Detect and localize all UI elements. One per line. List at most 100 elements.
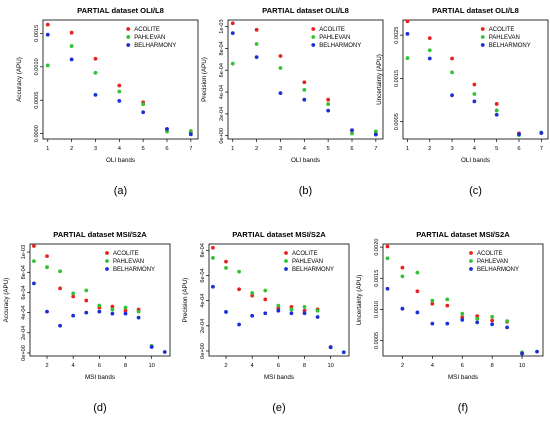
data-point-acolite xyxy=(263,297,268,302)
legend-label: ACOLITE xyxy=(319,27,345,33)
x-axis-label: OLI bands xyxy=(461,157,490,164)
legend-label: ACOLITE xyxy=(292,251,318,257)
data-point-acolite xyxy=(302,80,307,85)
data-point-acolite xyxy=(117,83,122,88)
data-point-acolite xyxy=(400,265,405,270)
data-point-pahlevan xyxy=(211,255,215,260)
x-tick-label: 10 xyxy=(519,363,525,369)
y-tick-label: 8e-04 xyxy=(21,265,27,279)
legend-marker-pahlevan xyxy=(469,259,473,263)
x-tick-label: 2 xyxy=(428,146,431,152)
x-tick-label: 6 xyxy=(461,363,464,369)
y-axis-label: Precision (APU) xyxy=(201,57,208,102)
chart-title: PARTIAL dataset MSI/S2A xyxy=(416,230,510,239)
y-tick-label: 0e+00 xyxy=(21,345,27,361)
data-point-pahlevan xyxy=(350,131,354,136)
y-tick-label: 2e-04 xyxy=(200,319,206,333)
panel-caption: (e) xyxy=(272,402,285,414)
data-point-acolite xyxy=(84,298,89,303)
y-tick-label: 0e+00 xyxy=(200,343,206,359)
data-point-acolite xyxy=(427,36,432,41)
data-point-belharmony xyxy=(123,311,128,316)
y-tick-label: 1e-03 xyxy=(219,19,225,33)
data-point-belharmony xyxy=(45,309,49,314)
data-point-belharmony xyxy=(188,132,193,137)
data-point-belharmony xyxy=(341,350,346,355)
data-point-pahlevan xyxy=(250,291,255,295)
data-point-pahlevan xyxy=(494,108,499,113)
data-point-pahlevan xyxy=(302,305,307,309)
plot-frame xyxy=(402,19,549,140)
x-tick-label: 8 xyxy=(124,363,127,369)
y-tick-label: 0.0020 xyxy=(374,239,380,256)
x-tick-label: 3 xyxy=(279,146,282,152)
data-point-pahlevan xyxy=(450,70,454,75)
data-point-acolite xyxy=(445,303,450,308)
chart-title: PARTIAL dataset OLI/L8 xyxy=(432,6,519,15)
data-point-pahlevan xyxy=(117,89,122,94)
data-point-pahlevan xyxy=(302,87,307,92)
plot-frame xyxy=(208,243,350,357)
x-tick-label: 10 xyxy=(327,363,333,369)
data-point-belharmony xyxy=(472,99,477,104)
y-tick-label: 8e-04 xyxy=(200,243,206,257)
data-point-pahlevan xyxy=(45,63,50,68)
data-point-belharmony xyxy=(430,321,435,326)
legend-marker-belharmony xyxy=(311,43,316,47)
data-point-belharmony xyxy=(278,91,283,96)
y-tick-label: 6e-04 xyxy=(219,63,225,77)
x-tick-label: 1 xyxy=(231,146,234,152)
data-point-belharmony xyxy=(230,31,235,36)
legend-marker-belharmony xyxy=(284,267,288,271)
x-tick-label: 10 xyxy=(148,363,154,369)
legend-marker-acolite xyxy=(105,251,109,255)
y-axis-label: Uncertainty (APU) xyxy=(356,275,363,326)
data-point-pahlevan xyxy=(58,269,62,274)
panel-caption: (d) xyxy=(93,402,106,414)
x-tick-label: 3 xyxy=(94,146,97,152)
x-tick-label: 6 xyxy=(165,146,168,152)
chart-title: PARTIAL dataset OLI/L8 xyxy=(262,6,349,15)
y-axis-label: Uncertainty (APU) xyxy=(376,54,383,105)
data-point-acolite xyxy=(69,30,74,35)
data-point-acolite xyxy=(278,54,283,58)
data-point-belharmony xyxy=(254,55,259,60)
data-point-pahlevan xyxy=(505,319,510,324)
data-point-belharmony xyxy=(93,92,98,97)
data-point-acolite xyxy=(237,287,241,292)
data-point-acolite xyxy=(254,27,259,32)
y-tick-label: 0e+00 xyxy=(219,128,225,144)
panel-caption: (f) xyxy=(458,402,468,414)
data-point-acolite xyxy=(415,289,420,294)
x-tick-label: 8 xyxy=(491,363,494,369)
data-point-belharmony xyxy=(520,351,524,356)
legend-marker-acolite xyxy=(126,27,131,31)
x-tick-label: 5 xyxy=(327,146,330,152)
y-tick-label: 2e-04 xyxy=(21,326,27,340)
plot-frame xyxy=(382,243,544,357)
data-point-pahlevan xyxy=(490,314,495,319)
data-point-pahlevan xyxy=(315,308,320,313)
chart-title: PARTIAL dataset MSI/S2A xyxy=(53,230,147,239)
data-point-pahlevan xyxy=(415,270,420,275)
x-tick-label: 7 xyxy=(540,146,543,152)
data-point-belharmony xyxy=(165,127,169,131)
data-point-pahlevan xyxy=(224,266,228,270)
x-tick-label: 8 xyxy=(303,363,306,369)
data-point-pahlevan xyxy=(445,297,450,302)
data-point-acolite xyxy=(490,318,495,323)
legend-marker-pahlevan xyxy=(284,259,288,263)
y-tick-label: 0.0005 xyxy=(374,332,380,349)
data-point-belharmony xyxy=(224,310,228,314)
data-point-pahlevan xyxy=(123,305,128,310)
legend-label: PAHLEVAN xyxy=(477,259,508,265)
data-point-belharmony xyxy=(110,311,115,316)
legend-marker-pahlevan xyxy=(126,35,131,39)
data-point-belharmony xyxy=(315,315,320,319)
x-axis-label: MSI bands xyxy=(85,374,115,381)
data-point-belharmony xyxy=(84,310,89,315)
plot-frame xyxy=(29,243,171,357)
legend-marker-belharmony xyxy=(480,43,485,47)
